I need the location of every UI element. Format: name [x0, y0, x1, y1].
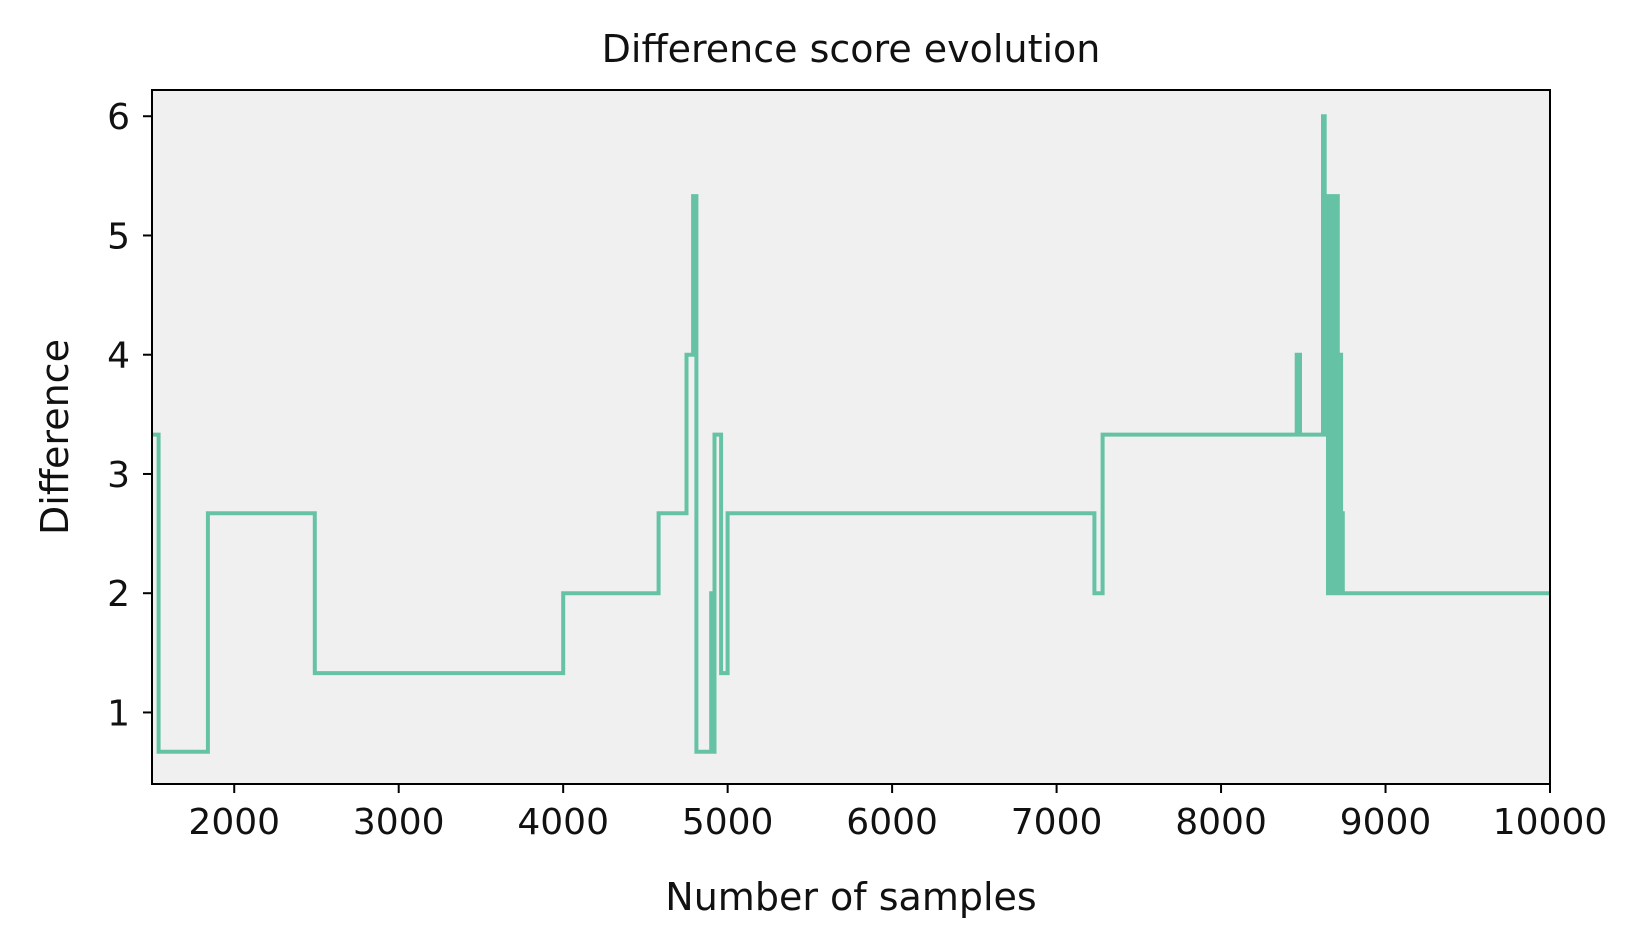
y-tick-label: 5 [107, 216, 130, 257]
plot-frame [151, 89, 1551, 785]
x-tick-label: 2000 [188, 802, 280, 843]
y-tick-label: 4 [107, 336, 130, 377]
y-tick-label: 1 [107, 693, 130, 734]
series-line [152, 114, 1550, 754]
x-tick-label: 5000 [682, 802, 774, 843]
x-tick-label: 10000 [1493, 802, 1608, 843]
y-tick-label: 3 [107, 455, 130, 496]
x-tick-label: 7000 [1011, 802, 1103, 843]
x-tick-label: 4000 [517, 802, 609, 843]
x-tick-label: 9000 [1340, 802, 1432, 843]
plot-area [152, 90, 1550, 784]
x-axis-label: Number of samples [665, 875, 1036, 919]
x-tick-label: 6000 [846, 802, 938, 843]
y-axis-label: Difference [33, 339, 77, 535]
x-tick-label: 8000 [1175, 802, 1267, 843]
y-tick-label: 6 [107, 97, 130, 138]
x-tick-label: 3000 [353, 802, 445, 843]
axis-ticks: 2000 3000 4000 5000 6000 7000 8000 9000 10000 1 2 3… [107, 97, 1607, 843]
chart-title: Difference score evolution [602, 27, 1101, 71]
y-tick-label: 2 [107, 574, 130, 615]
